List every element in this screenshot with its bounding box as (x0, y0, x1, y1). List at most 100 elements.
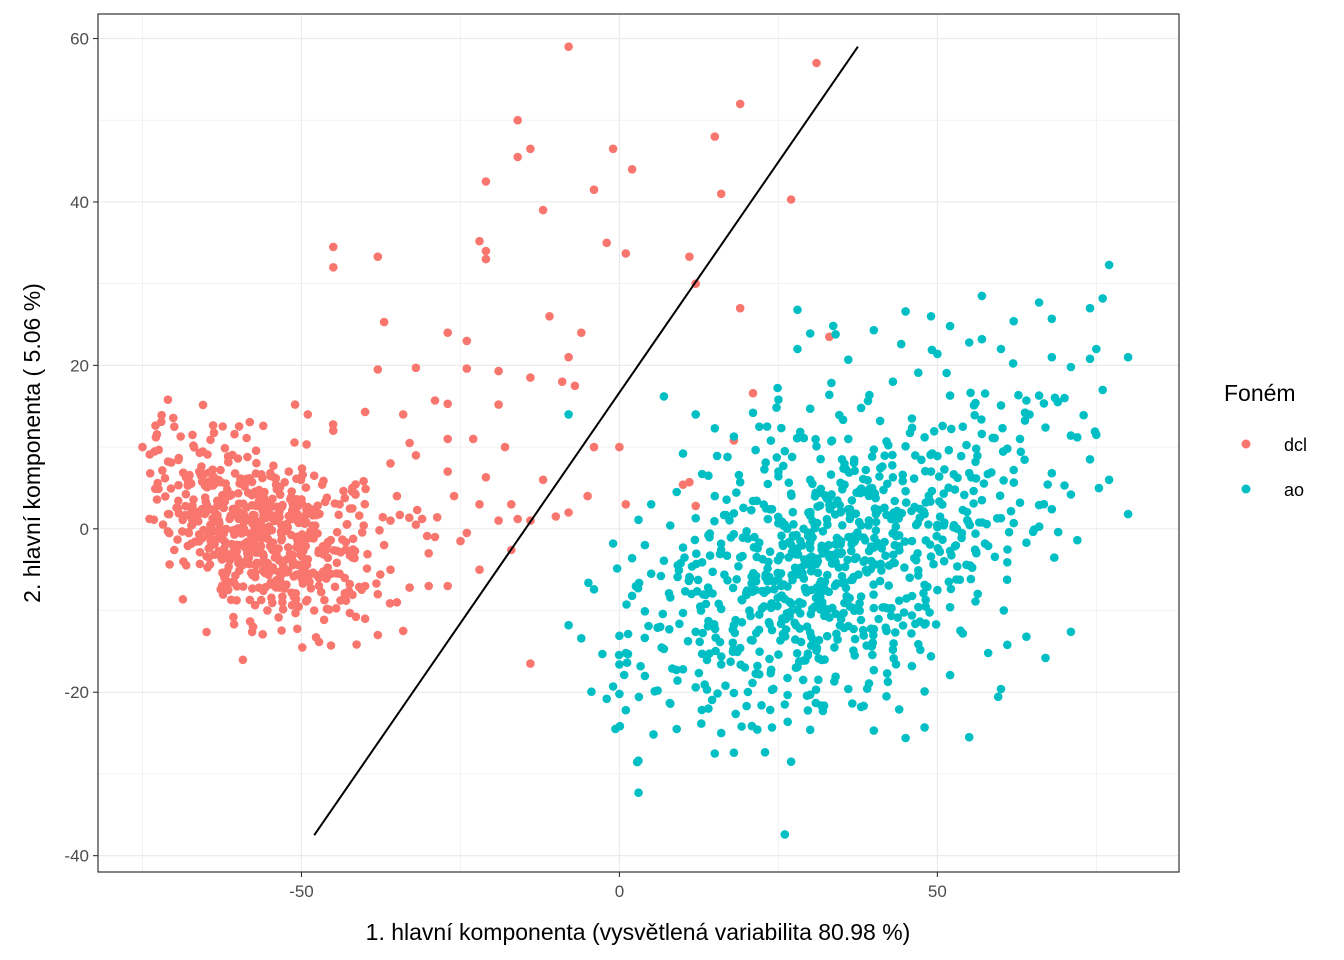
point-dcl (293, 532, 302, 541)
point-dcl (269, 461, 278, 471)
point-ao (1003, 640, 1012, 650)
point-dcl (316, 587, 326, 597)
point-ao (735, 643, 745, 653)
point-ao (850, 651, 859, 660)
point-ao (875, 472, 884, 481)
point-dcl (226, 511, 235, 520)
point-ao (870, 560, 880, 569)
point-ao (793, 662, 802, 672)
point-dcl (417, 514, 427, 524)
point-ao (762, 422, 772, 431)
point-ao (966, 388, 975, 398)
point-ao (640, 671, 650, 681)
point-dcl (513, 514, 522, 524)
point-ao (901, 307, 910, 316)
point-ao (685, 572, 694, 582)
point-dcl (268, 598, 277, 608)
point-ao (856, 702, 866, 712)
point-ao (784, 553, 793, 562)
point-ao (680, 553, 689, 562)
point-dcl (238, 499, 248, 509)
point-ao (833, 496, 842, 505)
point-ao (805, 329, 815, 338)
point-dcl (331, 604, 341, 613)
point-ao (889, 508, 898, 517)
point-ao (971, 547, 981, 556)
point-ao (877, 566, 886, 575)
point-ao (732, 575, 741, 584)
point-dcl (320, 595, 329, 605)
point-ao (822, 514, 832, 524)
point-ao (950, 485, 960, 494)
point-ao (800, 583, 810, 593)
point-dcl (456, 536, 465, 546)
point-dcl (247, 477, 257, 487)
point-dcl (621, 500, 631, 509)
point-ao (811, 434, 820, 444)
point-ao (933, 522, 942, 532)
point-ao (697, 558, 707, 567)
point-ao (760, 465, 769, 474)
point-dcl (289, 592, 299, 602)
point-ao (761, 570, 770, 579)
point-ao (788, 507, 798, 517)
legend: Foném dcl ao (1224, 380, 1307, 500)
point-ao (698, 628, 707, 638)
point-ao (813, 502, 822, 511)
point-ao (798, 599, 807, 608)
point-ao (765, 654, 774, 664)
point-ao (944, 577, 954, 587)
point-dcl (361, 484, 370, 494)
point-ao (708, 567, 717, 577)
point-ao (742, 527, 751, 536)
point-ao (1043, 480, 1052, 489)
point-dcl (267, 566, 277, 575)
point-ao (704, 531, 713, 540)
point-dcl (189, 495, 198, 504)
point-dcl (184, 476, 193, 485)
point-ao (747, 572, 756, 581)
point-ao (958, 629, 968, 638)
point-ao (755, 647, 764, 656)
point-ao (786, 607, 795, 617)
point-dcl (266, 580, 276, 589)
point-ao (644, 621, 653, 631)
point-ao (832, 629, 841, 639)
point-dcl (208, 481, 218, 490)
point-dcl (259, 421, 268, 431)
point-ao (856, 521, 866, 530)
point-dcl (311, 633, 321, 642)
point-ao (773, 383, 782, 393)
point-ao (913, 549, 922, 558)
point-ao (861, 465, 871, 475)
point-dcl (198, 400, 208, 410)
point-ao (1079, 410, 1088, 420)
point-ao (776, 569, 786, 578)
point-ao (1022, 396, 1031, 405)
point-ao (844, 684, 853, 694)
point-ao (805, 690, 815, 699)
point-ao (895, 546, 904, 555)
point-dcl (238, 560, 248, 570)
point-ao (1047, 468, 1057, 478)
point-ao (971, 398, 980, 408)
point-ao (750, 532, 759, 542)
point-ao (806, 566, 816, 576)
point-ao (769, 585, 779, 594)
point-ao (881, 551, 890, 560)
point-ao (845, 593, 854, 603)
point-ao (805, 628, 815, 637)
point-dcl (174, 480, 183, 490)
point-dcl (443, 328, 453, 338)
point-dcl (589, 185, 599, 194)
point-dcl (138, 442, 147, 452)
point-dcl (278, 592, 287, 601)
point-dcl (330, 582, 340, 592)
point-ao (716, 604, 726, 614)
point-dcl (200, 493, 210, 502)
point-ao (983, 648, 993, 658)
point-ao (703, 622, 713, 631)
point-dcl (335, 500, 344, 509)
point-ao (734, 562, 743, 571)
point-dcl (257, 470, 266, 479)
